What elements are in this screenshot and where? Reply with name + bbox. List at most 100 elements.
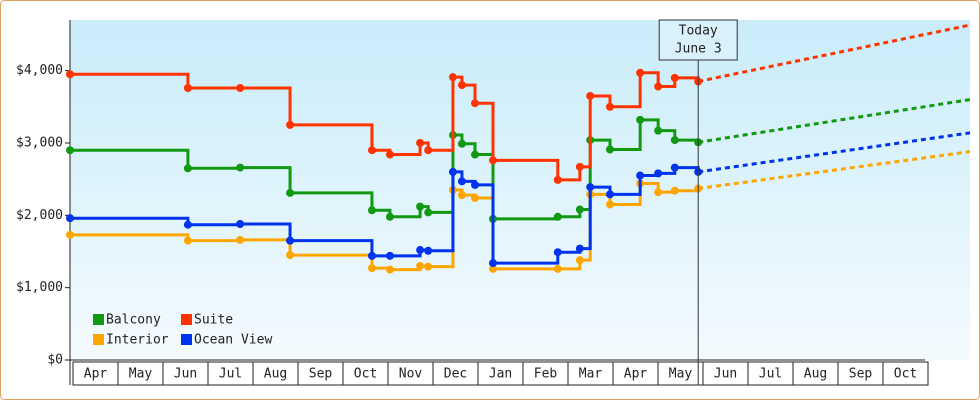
price-point xyxy=(670,73,679,82)
legend-swatch xyxy=(93,334,104,345)
price-point xyxy=(367,206,376,215)
y-tick-label: $1,000 xyxy=(16,280,63,295)
x-tick-label: Oct xyxy=(894,367,917,382)
price-point xyxy=(183,220,192,229)
x-tick-label: Nov xyxy=(399,367,423,382)
price-point xyxy=(670,136,679,145)
price-point xyxy=(183,164,192,173)
price-point xyxy=(424,246,433,255)
y-tick-label: $0 xyxy=(47,353,63,368)
x-tick-label: Dec xyxy=(444,367,467,382)
legend-swatch xyxy=(93,314,104,325)
price-point xyxy=(575,162,584,171)
price-point xyxy=(636,171,645,180)
price-point xyxy=(457,139,466,148)
price-point xyxy=(553,248,562,257)
price-point xyxy=(471,180,479,189)
x-tick-label: Aug xyxy=(804,367,827,382)
price-point xyxy=(286,251,295,260)
price-point xyxy=(448,167,457,176)
price-point xyxy=(606,145,614,154)
price-point xyxy=(471,99,479,108)
x-tick-cell xyxy=(882,361,929,386)
price-point xyxy=(385,212,394,221)
forecast-line xyxy=(697,23,971,83)
price-point xyxy=(553,212,562,221)
price-point xyxy=(424,262,433,271)
price-point xyxy=(575,244,584,253)
x-tick-label: Feb xyxy=(534,367,558,382)
price-point xyxy=(183,84,192,92)
price-point xyxy=(416,261,425,270)
price-point xyxy=(654,169,663,178)
price-point xyxy=(575,205,584,214)
forecast-line xyxy=(697,131,971,174)
today-label: Today xyxy=(679,24,718,39)
x-tick-label: May xyxy=(669,367,693,382)
legend-label: Balcony xyxy=(106,313,161,328)
x-tick-label: Mar xyxy=(579,367,603,382)
x-tick-label: Jun xyxy=(714,367,737,382)
price-point xyxy=(66,230,74,239)
price-point xyxy=(66,214,74,223)
price-point xyxy=(606,200,614,209)
price-point xyxy=(457,81,466,90)
price-point xyxy=(385,265,394,274)
price-point xyxy=(424,146,433,155)
price-point xyxy=(654,126,663,135)
price-point xyxy=(66,70,74,79)
legend-swatch xyxy=(181,314,192,325)
price-point xyxy=(367,251,376,260)
legend-label: Interior xyxy=(106,333,169,348)
y-tick-label: $3,000 xyxy=(16,135,63,150)
x-tick-label: Jan xyxy=(489,367,512,382)
today-box xyxy=(658,19,738,61)
y-tick-label: $2,000 xyxy=(16,208,63,223)
price-point xyxy=(367,146,376,155)
x-tick-label: Jun xyxy=(174,367,197,382)
price-point xyxy=(457,177,466,186)
price-point xyxy=(448,73,457,82)
x-tick-label: Apr xyxy=(624,367,648,382)
price-point xyxy=(636,115,645,124)
price-point xyxy=(236,163,245,172)
price-point xyxy=(606,102,614,111)
price-point xyxy=(416,246,425,255)
price-point xyxy=(471,150,479,159)
price-point xyxy=(66,146,74,155)
price-point xyxy=(416,138,425,147)
x-tick-label: May xyxy=(129,367,153,382)
price-point xyxy=(575,256,584,265)
legend-label: Suite xyxy=(194,313,233,328)
price-point xyxy=(489,156,497,165)
x-tick-label: Aug xyxy=(264,367,287,382)
plot-area xyxy=(70,20,970,360)
x-tick-label: Apr xyxy=(84,367,108,382)
price-point xyxy=(654,82,663,91)
x-tick-label: Jul xyxy=(219,367,242,382)
legend-label: Ocean View xyxy=(194,333,272,348)
price-point xyxy=(385,251,394,260)
price-point xyxy=(489,264,497,273)
x-tick-label: Jul xyxy=(759,367,782,382)
legend-swatch xyxy=(181,334,192,345)
price-point xyxy=(286,236,295,245)
x-tick-label: Oct xyxy=(354,367,377,382)
price-point xyxy=(636,68,645,77)
price-point xyxy=(286,188,295,197)
x-tick-label: Sep xyxy=(849,367,873,382)
price-point xyxy=(367,264,376,273)
price-line xyxy=(70,118,700,221)
price-point xyxy=(416,202,425,211)
x-tick-label: Sep xyxy=(309,367,333,382)
price-point xyxy=(586,183,595,192)
price-point xyxy=(670,163,679,172)
price-point xyxy=(236,220,245,228)
today-label: June 3 xyxy=(675,42,722,57)
price-point xyxy=(654,188,663,197)
price-point xyxy=(236,235,245,244)
price-point xyxy=(471,193,479,202)
price-point xyxy=(286,120,295,129)
price-point xyxy=(606,190,614,199)
